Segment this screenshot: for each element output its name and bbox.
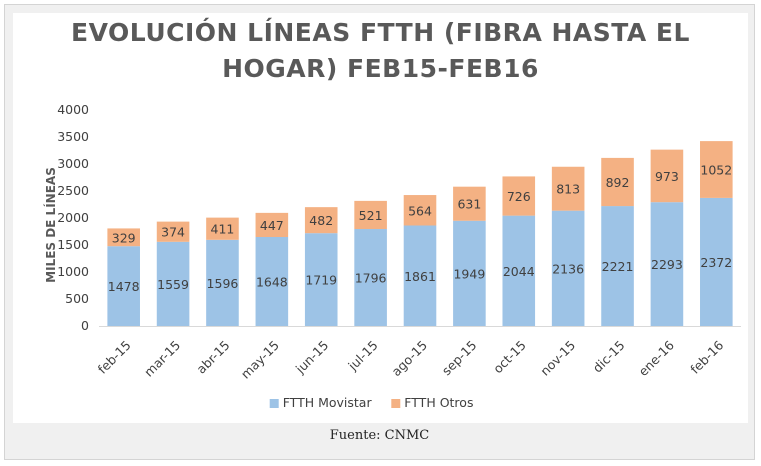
- legend-label-otros: FTTH Otros: [404, 395, 473, 410]
- y-tick-label: 0: [81, 318, 89, 333]
- y-tick-label: 3500: [57, 129, 89, 144]
- bar-movistar: [650, 202, 684, 326]
- x-tick-label: may-15: [238, 338, 282, 382]
- data-label-movistar: 1648: [256, 275, 288, 290]
- bar-otros: [502, 176, 536, 216]
- bar-otros: [255, 212, 289, 238]
- data-label-otros: 411: [211, 222, 235, 237]
- bar-otros: [453, 186, 486, 221]
- y-tick-label: 4000: [57, 102, 89, 117]
- data-label-movistar: 2372: [700, 255, 732, 270]
- data-label-movistar: 1596: [207, 276, 239, 291]
- data-label-otros: 329: [112, 230, 136, 245]
- data-label-movistar: 1559: [157, 277, 189, 292]
- y-tick-label: 1000: [57, 264, 89, 279]
- x-tick-label: mar-15: [141, 338, 183, 380]
- bar-movistar: [156, 241, 190, 326]
- x-tick-label: oct-15: [490, 338, 529, 377]
- bar-otros: [700, 141, 733, 198]
- data-label-otros: 973: [655, 169, 679, 184]
- data-label-otros: 726: [507, 189, 531, 204]
- x-tick-label: dic-15: [590, 338, 628, 376]
- x-tick-label: sep-15: [439, 338, 480, 379]
- legend-label-movistar: FTTH Movistar: [283, 395, 373, 410]
- bar-movistar: [255, 237, 289, 326]
- x-tick-label: jul-15: [344, 338, 380, 374]
- data-label-otros: 521: [359, 208, 383, 223]
- data-label-movistar: 1478: [108, 279, 140, 294]
- data-label-movistar: 2044: [503, 264, 535, 279]
- data-label-otros: 482: [309, 213, 333, 228]
- legend-swatch-movistar: [269, 399, 279, 408]
- bar-movistar: [502, 215, 536, 326]
- bar-movistar: [206, 239, 239, 326]
- data-label-otros: 564: [408, 203, 432, 218]
- bar-movistar: [403, 225, 437, 326]
- data-label-otros: 1052: [700, 163, 732, 178]
- data-label-movistar: 2136: [552, 261, 584, 276]
- x-tick-label: abr-15: [193, 338, 232, 377]
- chart-title: EVOLUCIÓN LÍNEAS FTTH (FIBRA HASTA EL HO…: [13, 15, 748, 87]
- y-tick-label: 3000: [57, 156, 89, 171]
- x-tick-label: feb-15: [95, 338, 134, 377]
- data-label-movistar: 1949: [453, 266, 485, 281]
- data-label-otros: 631: [457, 197, 481, 212]
- y-tick-label: 2500: [57, 183, 89, 198]
- data-label-movistar: 2293: [651, 257, 683, 272]
- data-label-otros: 813: [556, 182, 580, 197]
- x-tick-label: ago-15: [388, 338, 430, 380]
- bar-movistar: [107, 246, 140, 326]
- chart-plot: 0 500 1000 1500 2000 2500 3000 3500 4000 1478 329 f…: [57, 102, 741, 410]
- bar-movistar: [354, 229, 387, 326]
- bar-otros: [107, 228, 140, 247]
- x-tick-label: nov-15: [537, 338, 578, 379]
- chart-title-line-1: EVOLUCIÓN LÍNEAS FTTH (FIBRA HASTA EL: [71, 18, 690, 47]
- chart-card: EVOLUCIÓN LÍNEAS FTTH (FIBRA HASTA EL HO…: [13, 13, 748, 423]
- data-label-movistar: 2221: [602, 259, 634, 274]
- bar-movistar: [304, 233, 338, 326]
- bar-otros: [156, 221, 190, 242]
- x-tick-label: jun-15: [292, 338, 331, 377]
- legend-swatch-otros: [391, 399, 401, 408]
- y-tick-label: 2000: [57, 210, 89, 225]
- bar-otros: [354, 200, 387, 230]
- bar-movistar: [551, 210, 585, 326]
- bar-movistar: [700, 197, 733, 326]
- bar-otros: [650, 149, 684, 203]
- data-label-otros: 374: [161, 225, 185, 240]
- bar-movistar: [601, 206, 634, 326]
- data-label-movistar: 1796: [355, 271, 387, 286]
- bar-otros: [304, 207, 338, 234]
- y-tick-label: 1500: [57, 237, 89, 252]
- figure-caption: Fuente: CNMC: [329, 428, 430, 443]
- figure-frame: EVOLUCIÓN LÍNEAS FTTH (FIBRA HASTA EL HO…: [4, 4, 755, 460]
- y-tick-label: 500: [65, 291, 89, 306]
- bar-otros: [551, 166, 585, 211]
- bar-otros: [601, 157, 634, 207]
- data-label-otros: 892: [606, 175, 630, 190]
- data-label-movistar: 1719: [305, 273, 337, 288]
- x-tick-label: feb-16: [687, 337, 726, 376]
- bar-otros: [403, 195, 437, 226]
- bar-movistar: [453, 220, 486, 326]
- data-label-otros: 447: [260, 218, 284, 233]
- x-tick-label: ene-16: [636, 337, 678, 379]
- data-label-movistar: 1861: [404, 269, 436, 284]
- chart-title-line-2: HOGAR) FEB15-FEB16: [222, 54, 539, 83]
- bar-otros: [206, 217, 239, 240]
